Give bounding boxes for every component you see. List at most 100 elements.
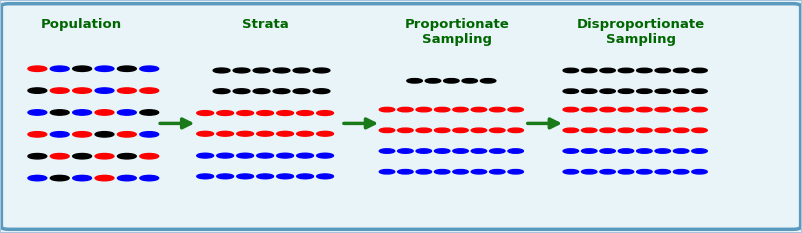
- Circle shape: [117, 110, 136, 115]
- Circle shape: [277, 174, 294, 179]
- Circle shape: [313, 89, 330, 94]
- Circle shape: [563, 107, 578, 112]
- Circle shape: [453, 128, 468, 133]
- Circle shape: [444, 79, 459, 83]
- Circle shape: [297, 111, 314, 116]
- Circle shape: [51, 154, 69, 159]
- Circle shape: [600, 128, 615, 133]
- Circle shape: [140, 110, 159, 115]
- Circle shape: [28, 132, 47, 137]
- Text: Strata: Strata: [241, 17, 289, 31]
- Circle shape: [453, 107, 468, 112]
- Circle shape: [253, 68, 270, 73]
- Circle shape: [95, 132, 114, 137]
- Circle shape: [51, 66, 69, 72]
- Circle shape: [480, 79, 496, 83]
- Circle shape: [674, 149, 689, 153]
- Circle shape: [217, 174, 233, 179]
- Circle shape: [213, 68, 230, 73]
- Circle shape: [416, 107, 431, 112]
- Circle shape: [453, 170, 468, 174]
- Circle shape: [563, 149, 578, 153]
- Circle shape: [618, 170, 634, 174]
- Circle shape: [317, 153, 334, 158]
- Circle shape: [581, 68, 597, 73]
- Circle shape: [508, 149, 524, 153]
- Circle shape: [600, 89, 615, 93]
- Circle shape: [297, 174, 314, 179]
- Circle shape: [28, 154, 47, 159]
- Circle shape: [398, 128, 413, 133]
- Circle shape: [196, 174, 213, 179]
- Circle shape: [293, 68, 310, 73]
- Circle shape: [237, 153, 253, 158]
- Circle shape: [618, 68, 634, 73]
- Circle shape: [28, 175, 47, 181]
- Circle shape: [95, 66, 114, 72]
- Circle shape: [196, 111, 213, 116]
- Circle shape: [435, 149, 450, 153]
- Circle shape: [277, 131, 294, 136]
- Circle shape: [637, 149, 652, 153]
- Circle shape: [563, 170, 578, 174]
- Circle shape: [692, 170, 707, 174]
- Circle shape: [472, 107, 487, 112]
- Circle shape: [28, 66, 47, 72]
- Circle shape: [581, 170, 597, 174]
- Circle shape: [600, 107, 615, 112]
- Circle shape: [117, 132, 136, 137]
- Circle shape: [692, 68, 707, 73]
- Circle shape: [233, 89, 250, 94]
- Circle shape: [217, 111, 233, 116]
- Circle shape: [655, 107, 670, 112]
- Circle shape: [379, 149, 395, 153]
- Circle shape: [95, 110, 114, 115]
- Circle shape: [600, 68, 615, 73]
- Circle shape: [637, 68, 652, 73]
- Circle shape: [196, 153, 213, 158]
- Circle shape: [293, 89, 310, 94]
- Circle shape: [425, 79, 440, 83]
- Text: Proportionate
Sampling: Proportionate Sampling: [404, 17, 509, 45]
- Circle shape: [73, 175, 91, 181]
- Circle shape: [416, 170, 431, 174]
- Circle shape: [563, 68, 578, 73]
- Circle shape: [563, 89, 578, 93]
- Circle shape: [73, 132, 91, 137]
- Circle shape: [379, 128, 395, 133]
- Circle shape: [563, 128, 578, 133]
- Circle shape: [257, 111, 273, 116]
- Circle shape: [655, 68, 670, 73]
- Circle shape: [140, 132, 159, 137]
- Circle shape: [600, 149, 615, 153]
- Circle shape: [655, 170, 670, 174]
- Circle shape: [379, 107, 395, 112]
- Circle shape: [140, 175, 159, 181]
- Circle shape: [472, 170, 487, 174]
- Circle shape: [95, 88, 114, 93]
- Circle shape: [28, 88, 47, 93]
- Circle shape: [581, 89, 597, 93]
- Circle shape: [407, 79, 423, 83]
- Circle shape: [508, 107, 524, 112]
- Circle shape: [277, 153, 294, 158]
- Circle shape: [489, 149, 505, 153]
- Circle shape: [73, 154, 91, 159]
- Circle shape: [637, 107, 652, 112]
- Circle shape: [140, 154, 159, 159]
- Circle shape: [581, 107, 597, 112]
- Circle shape: [257, 153, 273, 158]
- Circle shape: [379, 170, 395, 174]
- Circle shape: [51, 110, 69, 115]
- Circle shape: [637, 89, 652, 93]
- Circle shape: [237, 174, 253, 179]
- Circle shape: [237, 111, 253, 116]
- Circle shape: [117, 154, 136, 159]
- Circle shape: [581, 128, 597, 133]
- Circle shape: [435, 170, 450, 174]
- Circle shape: [462, 79, 477, 83]
- Circle shape: [655, 89, 670, 93]
- Circle shape: [73, 88, 91, 93]
- Circle shape: [692, 149, 707, 153]
- Circle shape: [117, 66, 136, 72]
